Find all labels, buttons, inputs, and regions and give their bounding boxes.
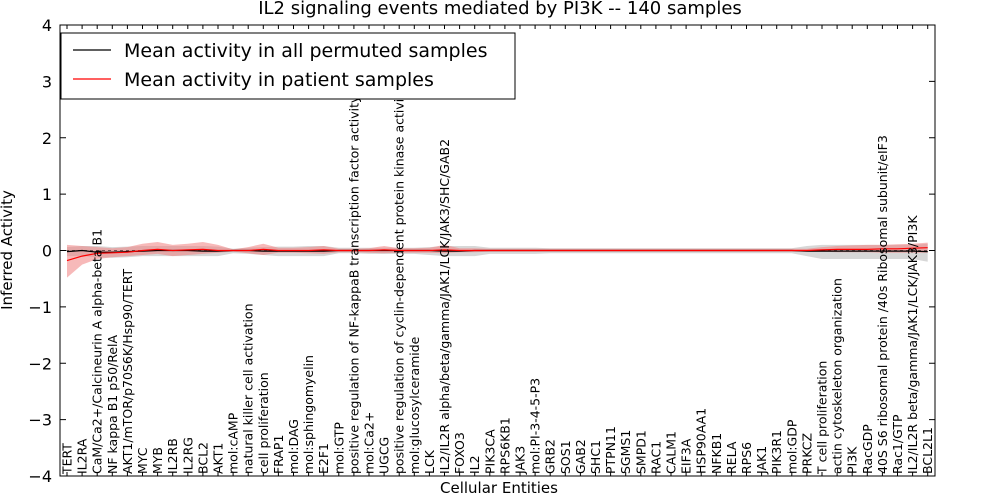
x-tick-label: mol:sphingomyelin	[301, 355, 316, 474]
x-tick-label: AKT1/mTOR/p70S6K/Hsp90/TERT	[120, 268, 135, 474]
x-tick-label: E2F1	[316, 443, 331, 474]
confidence-bands	[67, 242, 928, 278]
x-tick-label: MYC	[135, 447, 150, 474]
x-tick-label: IL2/IL2R beta/gamma/JAK1/LCK/JAK3/PI3K	[905, 215, 920, 474]
x-tick-label: TERT	[60, 443, 75, 475]
x-tick-label: PIK3R1	[769, 430, 784, 474]
x-ticks	[66, 25, 929, 476]
x-tick-label: SGMS1	[618, 430, 633, 474]
x-tick-label: JAK1	[754, 446, 769, 475]
legend-box	[60, 32, 516, 100]
x-tick-label: CaM/Ca2+/Calcineurin A alpha-beta B1	[90, 229, 105, 474]
x-tick-label: RELA	[724, 441, 739, 474]
y-tick-label: 2	[42, 129, 52, 148]
x-tick-label: positive regulation of cyclin-dependent …	[392, 86, 407, 474]
y-tick-label: 0	[42, 242, 52, 261]
y-tick-label: −2	[28, 354, 52, 373]
x-tick-label: FRAP1	[271, 435, 286, 474]
x-tick-label: Rac1/GTP	[890, 414, 905, 474]
x-tick-label: RPS6KB1	[497, 417, 512, 474]
x-tick-label: PIK3CA	[482, 429, 497, 474]
x-tick-label: mol:cAMP	[226, 412, 241, 474]
y-tick-label: −3	[28, 411, 52, 430]
x-tick-label: IL2RA	[75, 438, 90, 474]
y-tick-label: 1	[42, 185, 52, 204]
x-tick-label: 40S S6 ribosomal protein /40s Ribosomal …	[875, 135, 890, 474]
y-tick-label: 3	[42, 72, 52, 91]
x-tick-label: SOS1	[558, 440, 573, 474]
x-tick-label: MYB	[150, 447, 165, 474]
legend-label-patient: Mean activity in patient samples	[124, 69, 434, 91]
x-tick-label: BCL2L1	[920, 427, 935, 474]
x-tick-label: natural killer cell activation	[241, 303, 256, 474]
x-tick-label: PRKCZ	[799, 433, 814, 474]
x-tick-label: IL2RG	[180, 437, 195, 474]
x-axis-label: Cellular Entities	[440, 479, 558, 497]
chart-title: IL2 signaling events mediated by PI3K --…	[258, 0, 742, 19]
x-tick-label: IL2RB	[165, 438, 180, 474]
x-tick-label: GAB2	[573, 439, 588, 474]
x-tick-label: UGCG	[377, 437, 392, 474]
x-tick-label: mol:glucosylceramide	[407, 336, 422, 474]
x-tick-label: RacGDP	[860, 424, 875, 474]
y-tick-label: −1	[28, 298, 52, 317]
y-tick-label: 4	[42, 16, 52, 35]
x-tick-labels: TERT IL2RA CaM/Ca2+/Calcineurin A alpha-be…	[60, 86, 936, 475]
x-tick-label: CALM1	[664, 431, 679, 474]
x-tick-label: AKT1	[211, 443, 226, 474]
x-tick-label: EIF3A	[679, 438, 694, 474]
x-tick-label: IL2	[467, 455, 482, 474]
x-tick-label: mol:DAG	[286, 419, 301, 474]
x-tick-label: T cell proliferation	[815, 361, 830, 475]
series-line-patient	[66, 247, 928, 262]
x-tick-label: cell proliferation	[256, 372, 271, 474]
y-axis-label: Inferred Activity	[0, 190, 16, 310]
x-tick-label: mol:Ca2+	[362, 412, 377, 474]
x-tick-label: NF kappa B1 p50/RelA	[105, 334, 120, 474]
y-axis: −4 −3 −2 −1 0 1 2 3 4	[28, 16, 935, 486]
x-tick-label: BCL2	[195, 442, 210, 474]
x-tick-label: mol:GTP	[331, 422, 346, 474]
x-tick-label: JAK3	[513, 446, 528, 475]
legend-label-permuted: Mean activity in all permuted samples	[124, 40, 487, 62]
x-tick-label: SMPD1	[633, 430, 648, 474]
y-tick-label: −4	[28, 467, 52, 486]
x-tick-label: SHC1	[588, 440, 603, 474]
x-tick-label: GRB2	[543, 439, 558, 474]
x-tick-label: actin cytoskeleton organization	[830, 278, 845, 474]
x-tick-label: mol:GDP	[784, 419, 799, 474]
x-tick-label: FOXO3	[452, 432, 467, 474]
x-tick-label: positive regulation of NF-kappaB transcr…	[346, 95, 361, 474]
x-tick-label: RAC1	[648, 441, 663, 474]
x-tick-label: PTPN11	[603, 426, 618, 474]
x-tick-label: PI3K	[845, 446, 860, 474]
x-tick-label: IL2/IL2R alpha/beta/gamma/JAK1/LCK/JAK3/…	[437, 139, 452, 474]
x-tick-label: HSP90AA1	[694, 408, 709, 474]
x-tick-label: NFKB1	[709, 433, 724, 474]
legend: Mean activity in all permuted samples Me…	[60, 32, 516, 100]
x-tick-label: RPS6	[739, 442, 754, 474]
x-tick-label: mol:PI-3-4-5-P3	[528, 378, 543, 474]
x-tick-label: LCK	[422, 449, 437, 474]
series-lines	[60, 247, 935, 262]
